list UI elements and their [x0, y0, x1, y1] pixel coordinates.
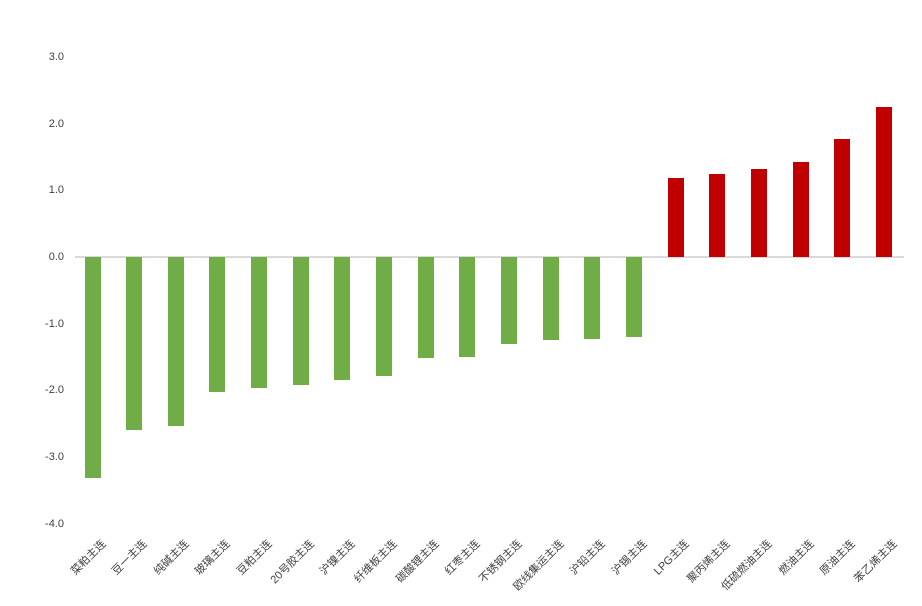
x-axis-label: 豆一主连	[110, 538, 150, 578]
bar-聚丙烯主连	[709, 174, 726, 257]
zero-gridline	[75, 256, 904, 258]
y-axis-tick-label: 0.0	[48, 251, 64, 263]
y-axis-tick-label: 2.0	[48, 117, 64, 130]
bar-豆一主连	[126, 257, 143, 431]
bar-低硫燃油主连	[751, 168, 768, 257]
bar-纤维板主连	[376, 257, 393, 377]
x-axis-label: 豆粕主连	[235, 538, 275, 578]
bar-豆粕主连	[251, 257, 268, 388]
bar-LPG主连	[667, 178, 684, 257]
x-axis-label: 沪铅主连	[568, 538, 608, 578]
bar-沪铅主连	[584, 257, 601, 339]
x-axis-label: 沪镍主连	[318, 538, 358, 578]
bar-沪锡主连	[626, 257, 643, 337]
x-axis-label: 沪锡主连	[609, 538, 650, 578]
x-axis-label: LPG主连	[651, 538, 692, 578]
y-axis-tick-label: -4.0	[45, 517, 64, 530]
bar-原油主连	[834, 138, 851, 257]
y-axis-tick-label: 1.0	[48, 184, 64, 197]
x-axis-label: 碳酸锂主连	[393, 538, 442, 586]
x-axis-label: 燃油主连	[776, 538, 817, 578]
bar-红枣主连	[459, 257, 476, 357]
bar-20号胶主连	[292, 257, 309, 385]
x-axis-label: 原油主连	[818, 538, 858, 578]
bar-碳酸锂主连	[417, 257, 434, 358]
x-axis-label: 纯碱主连	[151, 538, 192, 578]
bar-欧线集运主连	[542, 257, 559, 340]
x-axis-label: 苯乙烯主连	[852, 538, 900, 586]
bar-沪镍主连	[334, 257, 351, 381]
bar-苯乙烯主连	[876, 106, 893, 257]
bar-纯碱主连	[167, 257, 184, 426]
bar-玻璃主连	[209, 257, 226, 392]
y-axis-tick-label: -2.0	[45, 384, 64, 397]
y-axis-tick-label: -3.0	[45, 451, 64, 463]
y-axis-tick-label: -1.0	[45, 317, 64, 330]
bar-燃油主连	[792, 161, 809, 257]
y-axis-tick-label: 3.0	[48, 50, 64, 63]
x-axis-label: 红枣主连	[443, 538, 483, 578]
x-axis-label: 玻璃主连	[193, 538, 233, 578]
bar-菜粕主连	[84, 257, 101, 478]
x-axis-label: 菜粕主连	[68, 538, 108, 578]
x-axis-label: 纤维板主连	[352, 538, 400, 586]
bar-不锈钢主连	[501, 257, 518, 344]
x-axis-label: 20号胶主连	[268, 538, 317, 587]
